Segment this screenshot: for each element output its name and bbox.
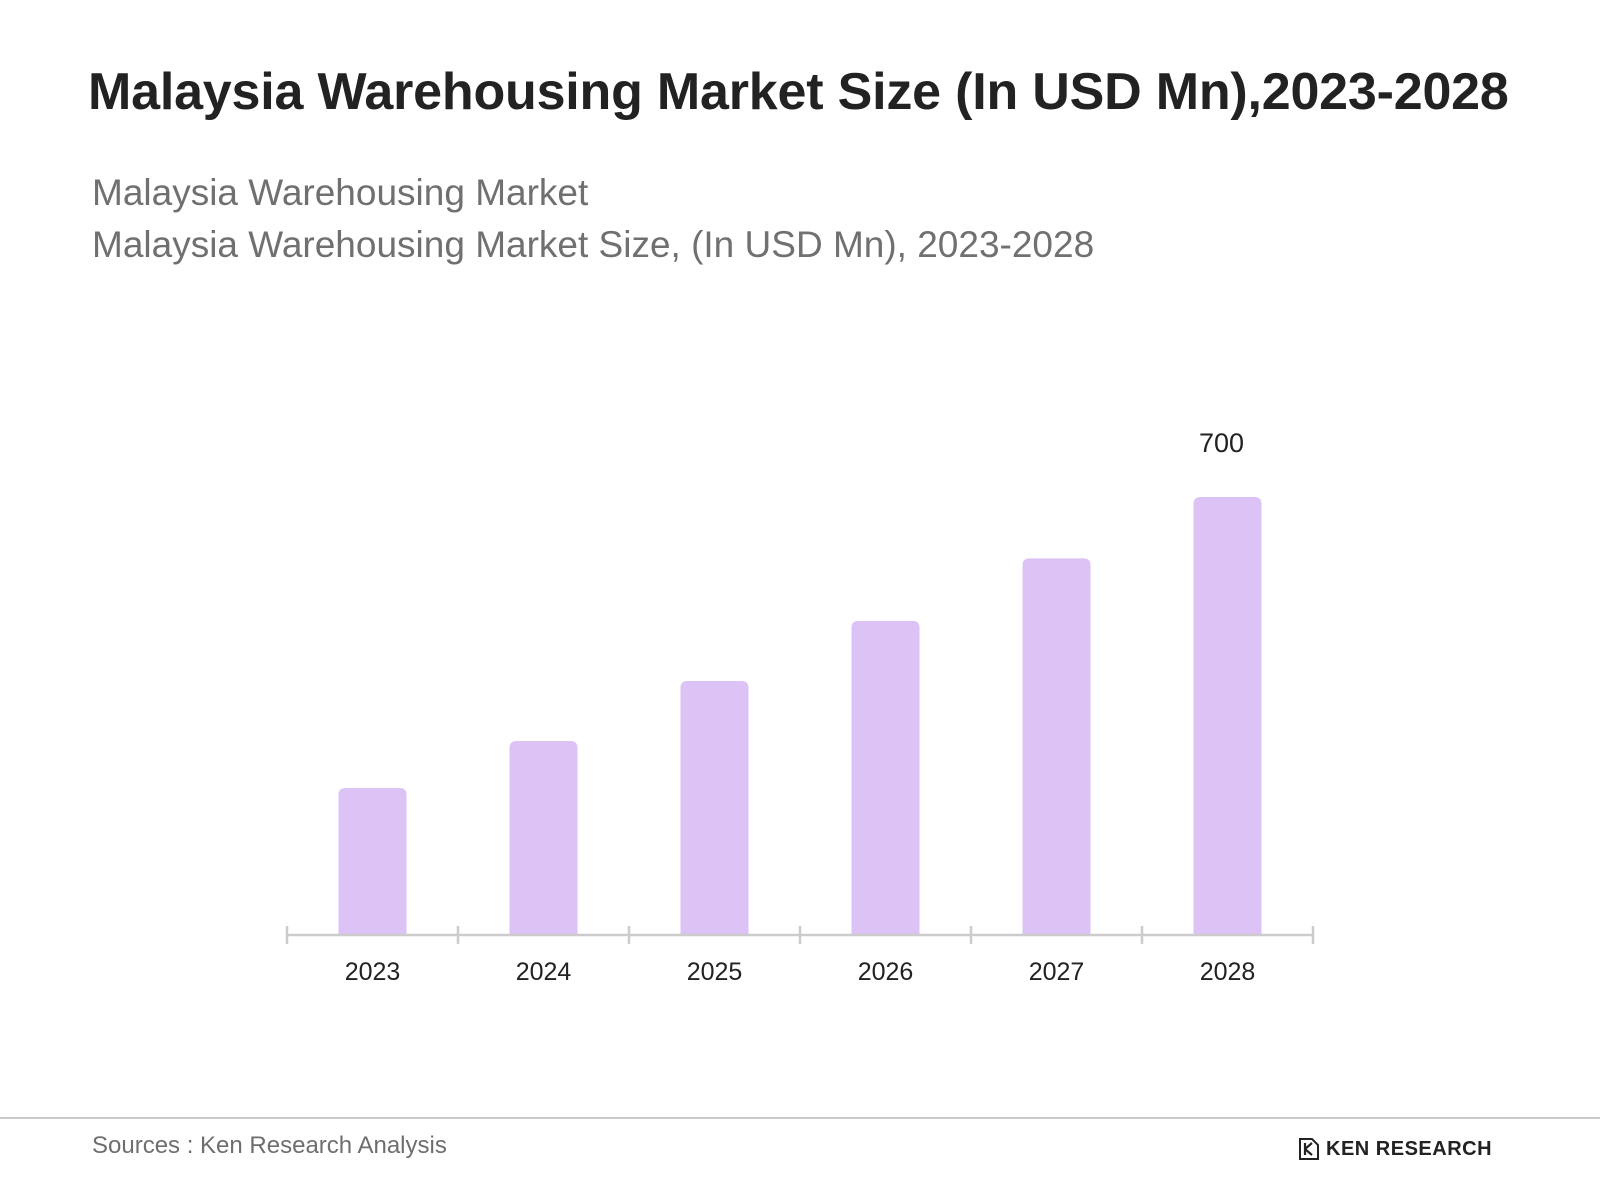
source-note: Sources : Ken Research Analysis <box>92 1132 447 1159</box>
x-tick-label-2023: 2023 <box>345 958 401 986</box>
footer-divider <box>0 1117 1600 1119</box>
bar-2027 <box>1022 558 1091 935</box>
bar-2024 <box>509 741 578 935</box>
bar-2026 <box>851 620 920 935</box>
bar-2025 <box>680 680 749 935</box>
x-tick-label-2027: 2027 <box>1029 958 1085 986</box>
ken-research-logo-icon <box>1299 1138 1319 1160</box>
x-tick-label-2024: 2024 <box>516 958 572 986</box>
data-label-2028: 700 <box>1199 428 1244 458</box>
brand-name: KEN RESEARCH <box>1326 1137 1493 1160</box>
bar-2028 <box>1193 497 1262 935</box>
x-tick-label-2026: 2026 <box>858 958 914 986</box>
chart-subtitle-market: Malaysia Warehousing Market <box>92 172 589 213</box>
x-tick-label-2025: 2025 <box>687 958 743 986</box>
chart-title: Malaysia Warehousing Market Size (In USD… <box>88 63 1509 121</box>
x-tick-label-2028: 2028 <box>1200 958 1256 986</box>
bar-2023 <box>338 787 407 935</box>
brand-logo: KEN RESEARCH <box>1298 1137 1492 1161</box>
chart-subtitle-description: Malaysia Warehousing Market Size, (In US… <box>92 224 1095 265</box>
